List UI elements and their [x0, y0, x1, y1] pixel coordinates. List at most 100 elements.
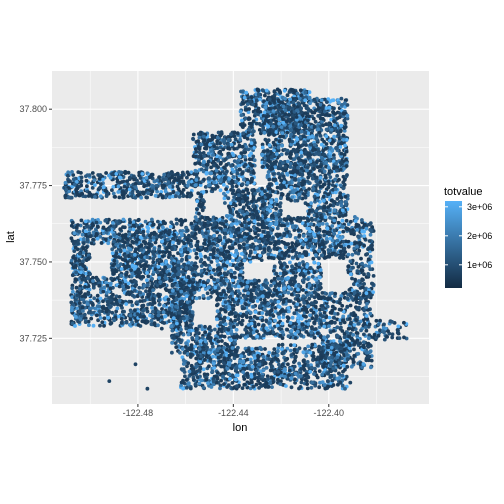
- data-point-4074: [225, 240, 230, 244]
- data-point-3335: [185, 250, 190, 255]
- data-point-4917: [296, 228, 301, 233]
- data-point-3557: [175, 238, 180, 243]
- data-point-3251: [159, 326, 164, 331]
- data-point-641: [214, 168, 219, 173]
- data-point-3566: [167, 272, 172, 276]
- data-point-1217: [244, 90, 249, 95]
- data-point-2941: [74, 270, 79, 275]
- data-point-2018: [291, 147, 296, 152]
- data-point-23: [186, 191, 190, 196]
- data-point-4921: [276, 171, 281, 176]
- data-point-3004: [88, 234, 93, 239]
- data-point-2777: [71, 289, 75, 294]
- data-point-302: [66, 195, 71, 200]
- data-point-3074: [121, 284, 126, 289]
- data-point-1689: [299, 150, 304, 155]
- data-point-3080: [91, 302, 95, 307]
- data-point-4120: [193, 215, 198, 220]
- data-point-4003: [246, 191, 251, 196]
- data-point-817: [203, 146, 207, 151]
- data-point-2444: [131, 227, 136, 232]
- data-point-4171: [200, 215, 205, 220]
- data-point-818: [206, 159, 211, 164]
- data-point-4123: [242, 258, 247, 263]
- data-point-3858: [236, 188, 241, 193]
- data-point-2686: [138, 254, 143, 258]
- data-point-991: [241, 131, 246, 136]
- data-point-1922: [326, 122, 331, 127]
- data-point-4219: [251, 204, 256, 209]
- data-point-4140: [215, 230, 220, 235]
- data-point-1229: [248, 99, 253, 104]
- data-point-1999: [339, 128, 343, 133]
- data-point-2894: [141, 229, 146, 234]
- data-point-4462: [285, 172, 290, 177]
- data-point-2944: [83, 320, 88, 324]
- data-point-833: [216, 165, 221, 170]
- data-point-396: [104, 189, 109, 194]
- data-point-612: [231, 174, 236, 179]
- data-point-4240: [255, 226, 259, 231]
- data-point-3088: [83, 284, 87, 289]
- data-point-826: [227, 177, 232, 181]
- data-point-4264: [206, 220, 211, 225]
- data-point-2919: [101, 289, 106, 294]
- data-point-1890: [338, 145, 343, 149]
- data-point-360: [142, 184, 147, 189]
- data-point-3043: [128, 243, 133, 248]
- data-point-2961: [142, 283, 147, 288]
- data-point-2945: [82, 312, 87, 317]
- data-point-2936: [120, 309, 125, 314]
- data-point-2935: [119, 273, 124, 278]
- data-point-755: [217, 175, 221, 179]
- data-point-368: [157, 175, 162, 180]
- data-point-3549: [159, 235, 164, 240]
- data-point-1216: [238, 122, 243, 127]
- data-point-4211: [219, 248, 224, 252]
- data-point-4116: [258, 246, 263, 251]
- data-point-1231: [247, 116, 252, 121]
- data-point-1635: [285, 148, 290, 153]
- data-point-739: [193, 161, 198, 166]
- data-point-391: [66, 173, 70, 178]
- data-point-2870: [151, 260, 156, 265]
- data-point-2070: [79, 218, 84, 223]
- data-point-4752: [271, 236, 275, 240]
- data-point-489: [212, 177, 216, 181]
- data-point-4176: [210, 187, 215, 191]
- data-point-702: [207, 176, 212, 181]
- data-point-379: [186, 172, 191, 177]
- data-point-3580: [163, 276, 168, 280]
- data-point-825: [202, 177, 206, 182]
- data-point-2785: [119, 320, 124, 325]
- data-point-4101: [231, 198, 236, 203]
- data-point-3084: [98, 323, 102, 328]
- data-point-3561: [166, 237, 170, 242]
- data-point-849: [251, 171, 256, 175]
- data-point-322: [150, 184, 155, 188]
- data-point-4716: [285, 196, 290, 201]
- data-point-4161: [201, 190, 206, 194]
- data-point-418: [98, 194, 103, 199]
- data-point-761: [223, 157, 228, 162]
- data-point-2999: [81, 309, 85, 313]
- data-point-2599: [91, 323, 96, 328]
- data-point-3239: [160, 307, 164, 311]
- data-point-662: [251, 154, 256, 159]
- data-point-1726: [331, 110, 336, 115]
- data-point-1241: [260, 88, 265, 92]
- data-point-2948: [74, 315, 78, 319]
- data-point-4912: [317, 189, 322, 194]
- data-point-3598: [172, 232, 177, 237]
- data-point-2888: [134, 239, 139, 244]
- data-point-4971: [266, 252, 271, 257]
- data-point-3085: [76, 223, 80, 227]
- data-point-292: [90, 186, 95, 190]
- data-point-4089: [250, 188, 255, 193]
- data-point-1864: [306, 118, 310, 123]
- data-point-300: [145, 195, 150, 200]
- data-point-3943: [223, 201, 227, 205]
- data-point-1181: [243, 116, 248, 121]
- data-point-840: [215, 146, 220, 150]
- data-point-1488: [313, 119, 318, 124]
